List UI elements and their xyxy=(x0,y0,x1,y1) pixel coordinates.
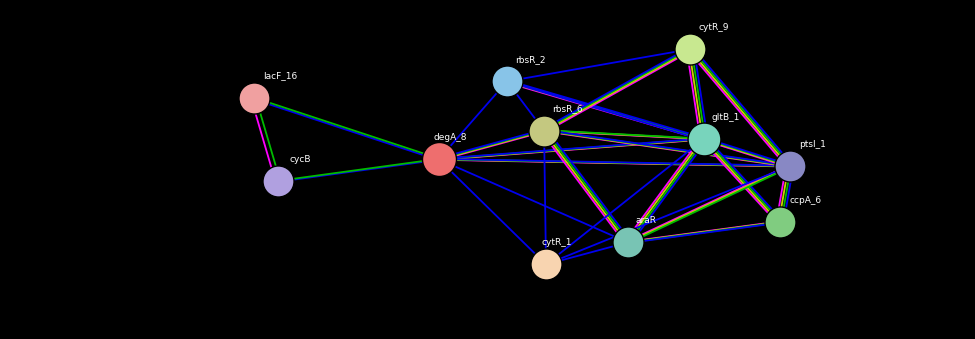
Point xyxy=(782,163,798,169)
Point xyxy=(696,136,712,142)
Point xyxy=(246,96,261,101)
Text: cytR_1: cytR_1 xyxy=(541,238,571,247)
Text: gltB_1: gltB_1 xyxy=(712,113,740,122)
Point xyxy=(536,128,552,133)
Text: degA_8: degA_8 xyxy=(434,133,467,142)
Point xyxy=(431,157,447,162)
Text: cytR_9: cytR_9 xyxy=(698,22,728,32)
Point xyxy=(620,240,636,245)
Text: ccpA_6: ccpA_6 xyxy=(790,196,822,205)
Point xyxy=(682,46,698,52)
Point xyxy=(772,219,788,225)
Text: rbsR_2: rbsR_2 xyxy=(515,55,545,64)
Point xyxy=(499,79,515,84)
Point xyxy=(538,262,554,267)
Text: lacF_16: lacF_16 xyxy=(263,71,297,80)
Point xyxy=(270,179,286,184)
Text: araR: araR xyxy=(636,216,657,225)
Text: rbsR_6: rbsR_6 xyxy=(552,104,582,114)
Text: cycB: cycB xyxy=(290,155,311,164)
Text: ptsI_1: ptsI_1 xyxy=(800,140,827,149)
